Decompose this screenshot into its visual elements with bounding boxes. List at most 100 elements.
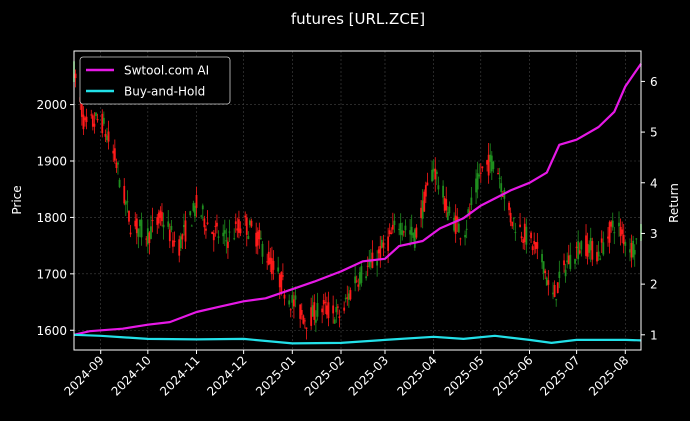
candle-body (586, 243, 589, 257)
candle-body (247, 236, 250, 240)
candle-body (388, 230, 391, 235)
plot-frame (73, 50, 642, 351)
candle (588, 240, 591, 260)
candle (580, 240, 583, 257)
candle-body (74, 73, 77, 79)
candle-body (622, 234, 625, 245)
candle-body (106, 135, 108, 141)
candle-body (124, 201, 127, 205)
legend-label-strategy: Swtool.com AI (124, 64, 209, 78)
candle (173, 231, 176, 247)
candle (479, 163, 482, 183)
right-tick-label: 5 (650, 126, 658, 140)
candle (346, 285, 349, 306)
candle (409, 219, 412, 247)
candle-body (610, 221, 613, 227)
candle-body (135, 218, 138, 234)
candle (168, 223, 171, 249)
candle (310, 297, 313, 330)
candle-body (401, 230, 404, 236)
candle (145, 236, 148, 247)
candle-body (212, 232, 215, 241)
candle-body (509, 212, 512, 223)
candle (192, 200, 195, 213)
candle (106, 127, 108, 143)
candle-body (387, 236, 390, 251)
candle-body (558, 271, 561, 278)
candle-body (426, 182, 429, 186)
candle-body (283, 294, 286, 299)
candle-body (500, 183, 503, 192)
candle-body (178, 239, 181, 256)
candle-body (184, 220, 187, 242)
candle (250, 218, 253, 228)
candle (245, 213, 248, 247)
candle (368, 250, 371, 269)
candle (344, 294, 347, 303)
candle-body (102, 117, 105, 124)
candle-body (292, 299, 295, 307)
candle (288, 294, 291, 308)
candle-body (577, 241, 580, 260)
candle (542, 261, 545, 280)
candle-body (236, 228, 239, 231)
candle-body (159, 210, 162, 218)
candle-body (347, 293, 350, 300)
candle (324, 292, 327, 315)
candle-body (303, 320, 306, 322)
candle-body (189, 211, 192, 216)
candle (475, 169, 477, 205)
candle-body (511, 221, 514, 227)
candle-body (192, 203, 195, 211)
candle-body (492, 161, 495, 170)
candle (434, 157, 437, 192)
candle (600, 230, 603, 253)
candle (459, 237, 462, 246)
candle (327, 291, 330, 327)
candle-body (314, 319, 317, 323)
candle (303, 317, 306, 329)
candle-body (445, 199, 448, 211)
candle-body (448, 206, 451, 214)
candle-body (129, 232, 132, 235)
candle-body (542, 261, 545, 274)
candle (509, 207, 512, 227)
candle-body (553, 284, 556, 297)
candle (146, 219, 149, 254)
candle-body (575, 246, 578, 249)
candle (126, 190, 129, 213)
candle-body (117, 162, 119, 165)
candle-body (238, 219, 240, 233)
candle (123, 178, 126, 206)
candle (523, 217, 526, 250)
right-axis: 1 2 3 4 5 6 (641, 75, 658, 342)
candle-body (194, 205, 196, 217)
candle (465, 219, 468, 239)
candle-body (530, 232, 532, 239)
candle (611, 212, 614, 231)
left-axis-label: Price (10, 185, 24, 214)
candle (256, 227, 259, 255)
candle-body (338, 316, 341, 319)
candle-body (525, 226, 528, 245)
candle-body (489, 154, 492, 162)
candle-body (497, 172, 499, 175)
candle-body (150, 226, 152, 239)
candle (347, 286, 350, 308)
candle (148, 231, 151, 255)
candle (552, 282, 554, 300)
candle-body (302, 315, 305, 324)
candle-body (255, 232, 258, 247)
candle-body (588, 244, 591, 253)
candle-body (227, 241, 229, 248)
candle (390, 227, 393, 235)
candle (410, 214, 413, 244)
candle (335, 299, 338, 323)
candle (435, 169, 438, 186)
candle-body (123, 185, 126, 204)
candle-body (629, 249, 631, 253)
candle-body (536, 242, 539, 249)
candle-body (84, 117, 86, 121)
candle-body (470, 197, 473, 205)
candle (478, 163, 481, 179)
